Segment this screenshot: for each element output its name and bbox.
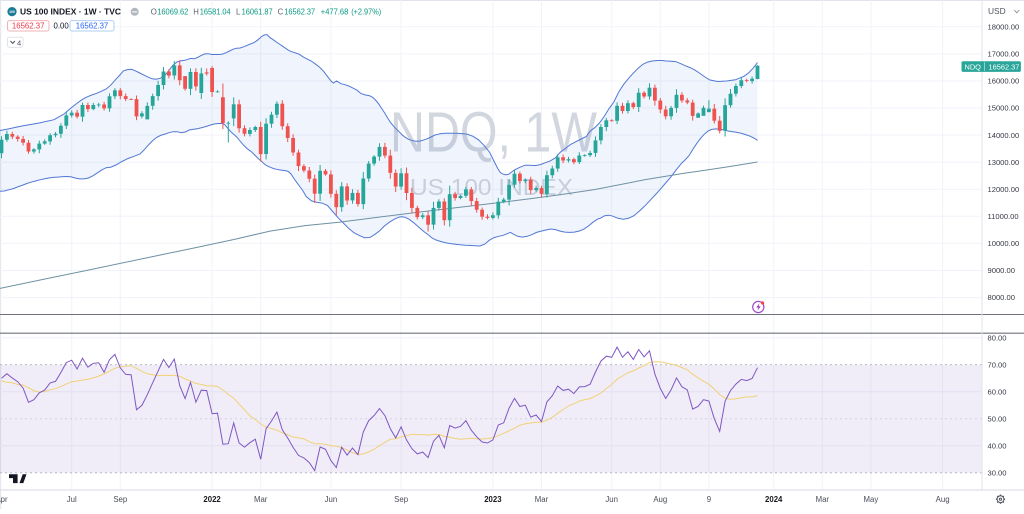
svg-text:Aug: Aug <box>936 495 950 504</box>
svg-text:Jun: Jun <box>605 495 618 504</box>
svg-text:16562.37: 16562.37 <box>989 62 1020 71</box>
svg-text:+477.68: +477.68 <box>321 8 349 17</box>
svg-text:9000.00: 9000.00 <box>988 266 1015 275</box>
svg-text:Jun: Jun <box>325 495 338 504</box>
svg-text:11000.00: 11000.00 <box>988 212 1019 221</box>
svg-text:US 100 INDEX · 1W · TVC: US 100 INDEX · 1W · TVC <box>20 7 122 17</box>
svg-text:100: 100 <box>9 10 15 14</box>
svg-text:17000.00: 17000.00 <box>988 50 1020 59</box>
svg-text:NDQ, 1W: NDQ, 1W <box>390 101 597 165</box>
svg-text:L: L <box>236 8 241 17</box>
svg-text:Apr: Apr <box>0 495 8 504</box>
svg-text:16000.00: 16000.00 <box>988 77 1020 86</box>
svg-text:12000.00: 12000.00 <box>988 185 1020 194</box>
svg-text:80.00: 80.00 <box>988 333 1007 342</box>
svg-text:C: C <box>278 8 284 17</box>
svg-text:16562.37: 16562.37 <box>76 21 109 30</box>
svg-text:9: 9 <box>707 495 711 504</box>
svg-text:2023: 2023 <box>484 495 502 504</box>
svg-text:16061.87: 16061.87 <box>242 8 273 17</box>
svg-text:O: O <box>151 8 157 17</box>
svg-text:14000.00: 14000.00 <box>988 131 1020 140</box>
svg-text:15000.00: 15000.00 <box>988 104 1020 113</box>
svg-text:2024: 2024 <box>765 495 783 504</box>
svg-text:USD: USD <box>988 6 1006 16</box>
svg-text:13000.00: 13000.00 <box>988 158 1020 167</box>
svg-text:NDQ: NDQ <box>965 62 982 71</box>
svg-text:60.00: 60.00 <box>988 387 1007 396</box>
svg-text:Sep: Sep <box>394 495 409 504</box>
svg-text:2022: 2022 <box>203 495 221 504</box>
svg-text:16581.04: 16581.04 <box>200 8 232 17</box>
svg-text:Mar: Mar <box>816 495 830 504</box>
svg-text:(+2.97%): (+2.97%) <box>351 8 381 17</box>
svg-text:16069.62: 16069.62 <box>157 8 188 17</box>
svg-text:4: 4 <box>17 38 21 47</box>
svg-text:16562.37: 16562.37 <box>284 8 315 17</box>
svg-text:0.00: 0.00 <box>54 21 70 30</box>
svg-text:Jul: Jul <box>67 495 77 504</box>
svg-text:16562.37: 16562.37 <box>12 21 45 30</box>
svg-text:18000.00: 18000.00 <box>988 23 1020 32</box>
svg-text:10000.00: 10000.00 <box>988 239 1020 248</box>
svg-text:Mar: Mar <box>535 495 549 504</box>
svg-text:8000.00: 8000.00 <box>988 293 1015 302</box>
svg-text:Aug: Aug <box>653 495 667 504</box>
svg-text:70.00: 70.00 <box>988 360 1007 369</box>
svg-text:30.00: 30.00 <box>988 469 1007 478</box>
svg-text:Sep: Sep <box>113 495 128 504</box>
svg-text:50.00: 50.00 <box>988 415 1007 424</box>
svg-text:May: May <box>864 495 879 504</box>
svg-text:Mar: Mar <box>254 495 268 504</box>
svg-text:40.00: 40.00 <box>988 442 1007 451</box>
svg-text:H: H <box>193 8 199 17</box>
